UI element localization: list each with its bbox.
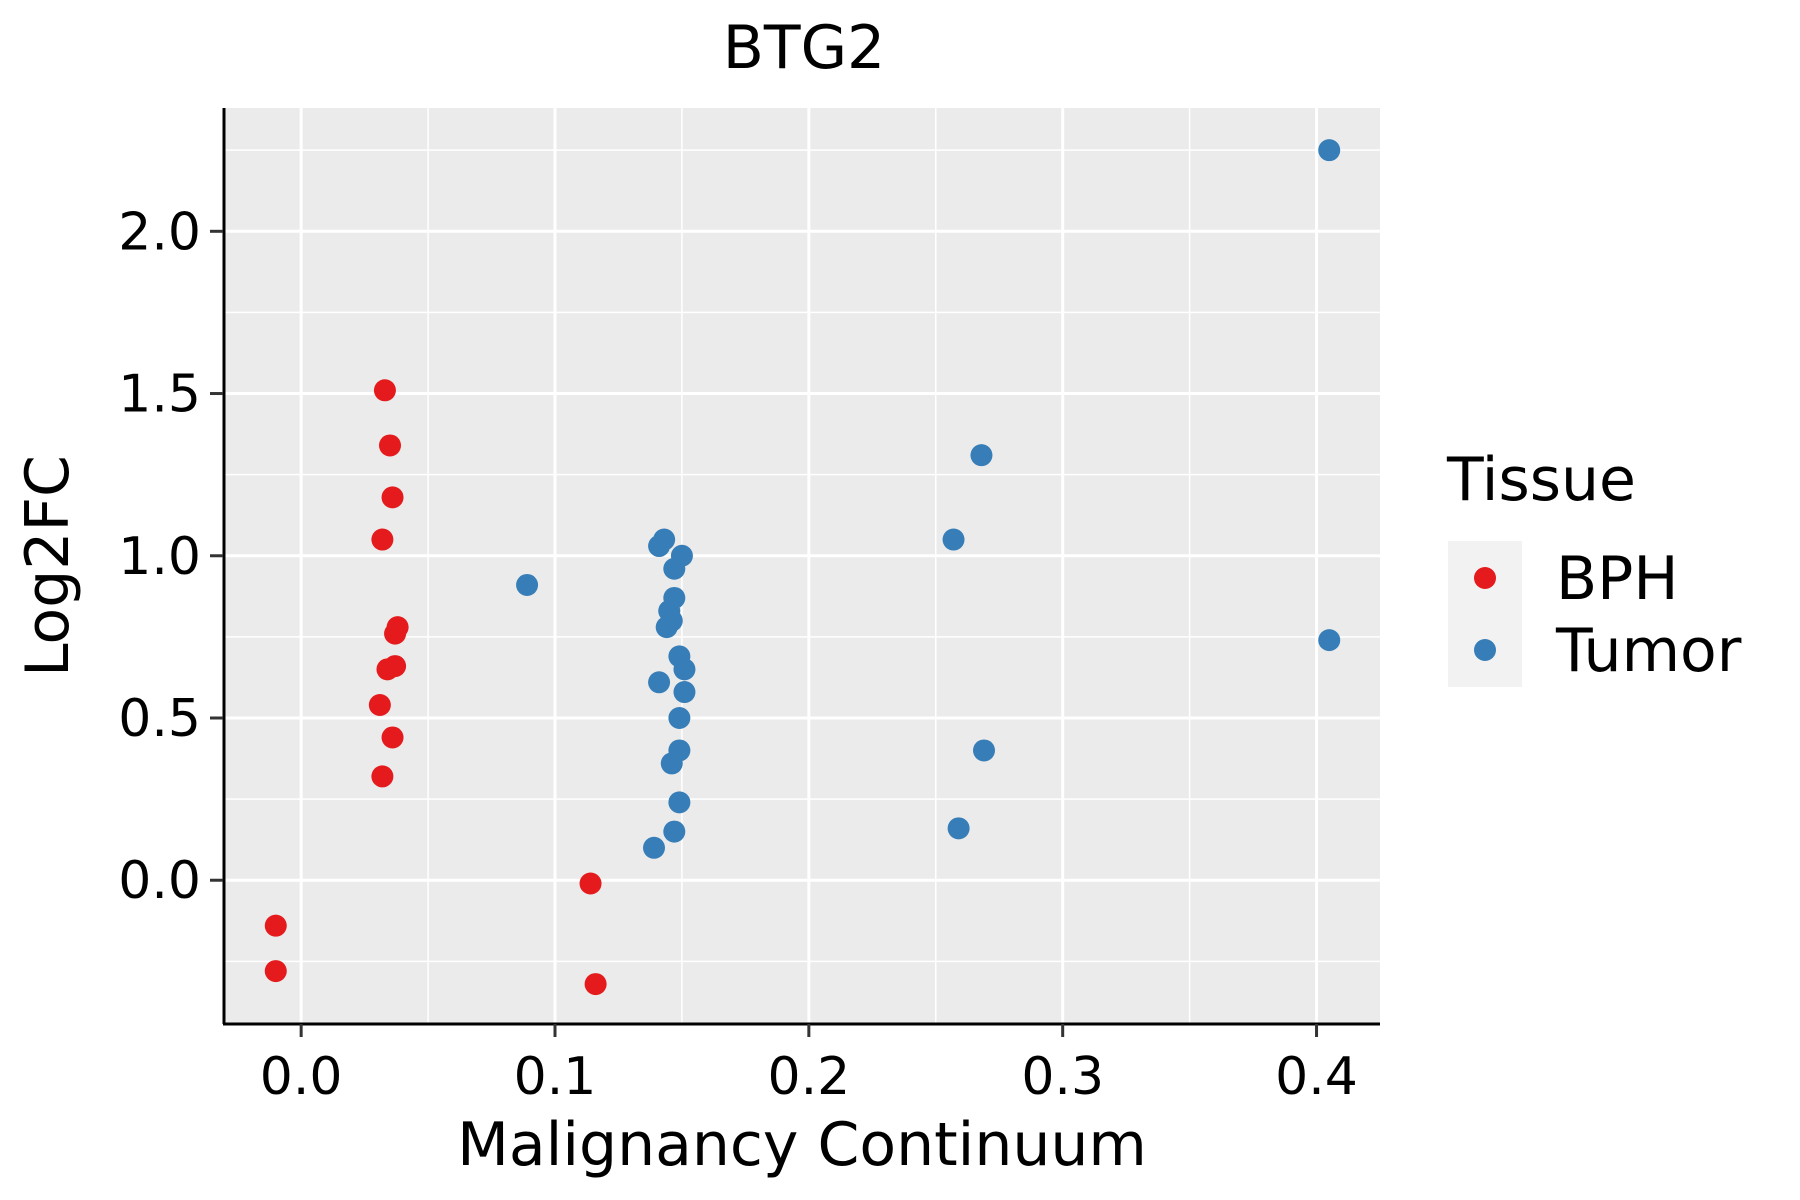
point-bph (368, 694, 391, 717)
legend-label-tumor: Tumor (1555, 616, 1742, 686)
minor-gridlines (225, 108, 1380, 1023)
x-axis-ticks: 0.0 0.1 0.2 0.3 0.4 (260, 1024, 1358, 1107)
point-bph (371, 528, 394, 551)
point-tumor (643, 836, 665, 859)
y-tick-label: 0.0 (118, 851, 201, 911)
point-bph (579, 872, 602, 895)
x-tick-label: 0.2 (767, 1047, 850, 1107)
point-tumor (668, 791, 691, 814)
x-tick-label: 0.1 (514, 1047, 597, 1107)
y-tick-label: 1.5 (118, 365, 201, 425)
x-axis-title: Malignancy Continuum (457, 1110, 1147, 1180)
point-tumor (663, 557, 686, 580)
legend-key-background (1448, 541, 1522, 687)
point-tumor (660, 752, 683, 775)
y-axis-ticks: 0.0 0.5 1.0 1.5 2.0 (118, 202, 223, 911)
point-tumor (673, 681, 696, 704)
point-tumor (942, 528, 965, 551)
point-bph (264, 914, 287, 937)
point-bph (584, 973, 607, 996)
point-bph (264, 960, 287, 983)
chart-title: BTG2 (723, 13, 885, 83)
point-bph (384, 655, 407, 678)
legend-key-bph (1474, 567, 1496, 589)
legend-key-tumor (1474, 639, 1496, 661)
point-bph (373, 379, 396, 402)
y-axis-title: Log2FC (13, 455, 83, 677)
y-tick-label: 2.0 (118, 202, 201, 262)
point-tumor (973, 739, 995, 762)
y-tick-label: 0.5 (118, 689, 201, 749)
point-tumor (947, 817, 970, 840)
point-tumor (648, 535, 671, 558)
plot-panel (225, 108, 1380, 1023)
major-gridlines (225, 108, 1380, 1023)
legend-title: Tissue (1446, 445, 1636, 515)
legend: Tissue BPH Tumor (1446, 445, 1742, 687)
point-tumor (668, 707, 691, 729)
x-tick-label: 0.3 (1021, 1047, 1104, 1107)
x-tick-label: 0.4 (1275, 1047, 1358, 1107)
data-points (264, 139, 1341, 996)
point-bph (371, 765, 394, 788)
legend-label-bph: BPH (1556, 544, 1678, 614)
x-tick-label: 0.0 (260, 1047, 343, 1107)
y-tick-label: 1.0 (118, 527, 201, 587)
point-tumor (970, 444, 993, 467)
point-tumor (663, 820, 686, 843)
point-bph (384, 622, 407, 645)
point-tumor (673, 658, 696, 681)
point-bph (379, 434, 401, 457)
point-tumor (1318, 139, 1341, 162)
point-bph (381, 726, 404, 749)
point-tumor (516, 573, 539, 596)
point-bph (381, 486, 404, 509)
point-tumor (1318, 629, 1341, 652)
point-tumor (655, 616, 678, 639)
point-tumor (648, 671, 671, 694)
